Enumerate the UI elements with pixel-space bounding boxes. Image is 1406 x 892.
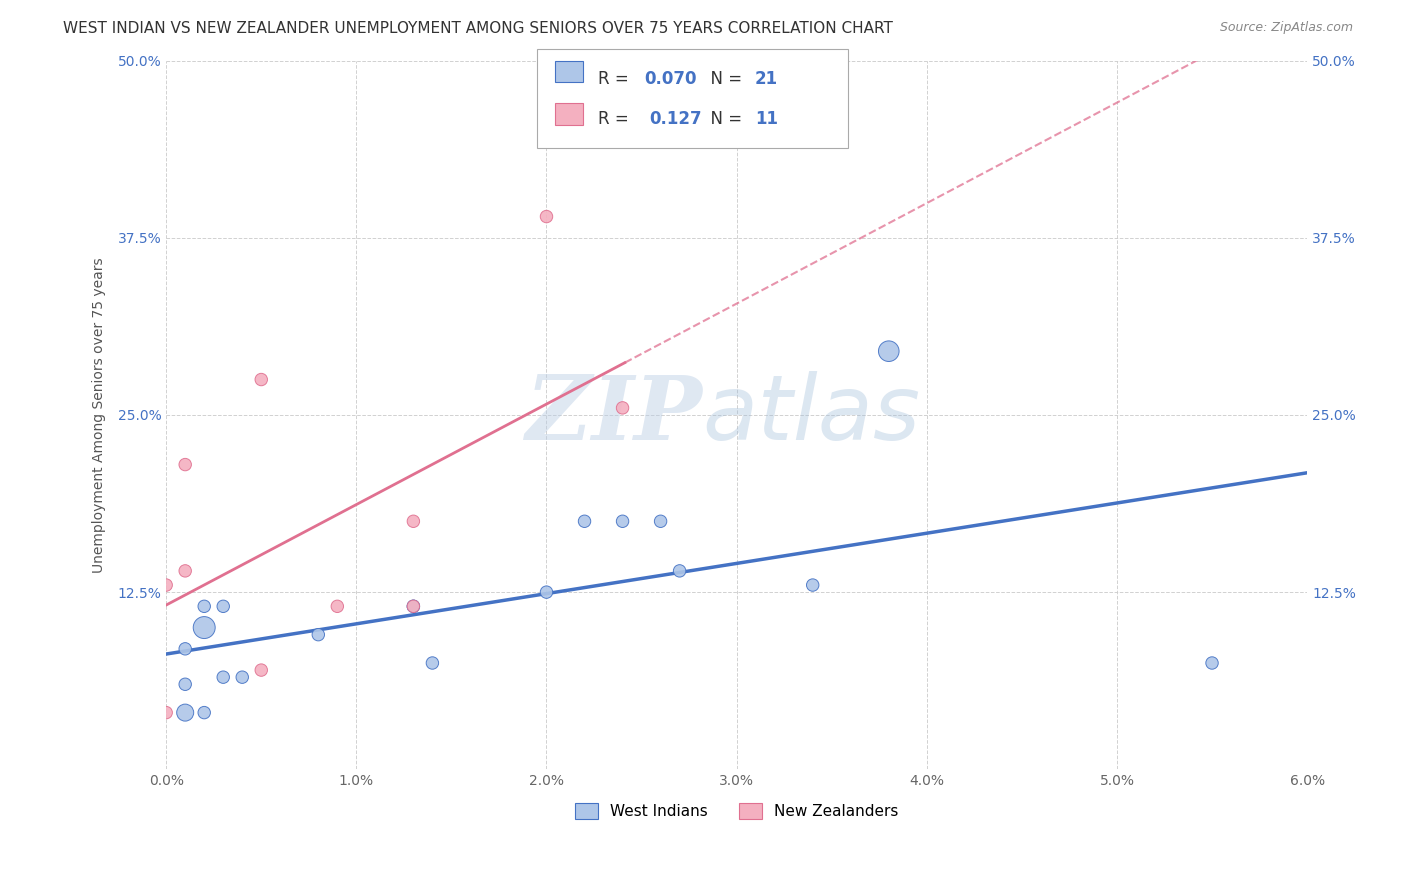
Text: ZIP: ZIP xyxy=(526,372,703,458)
Text: 21: 21 xyxy=(755,70,778,87)
Point xyxy=(402,599,425,614)
Text: R =: R = xyxy=(598,70,634,87)
Point xyxy=(326,599,349,614)
Point xyxy=(155,578,177,592)
Point xyxy=(193,599,215,614)
Point xyxy=(574,514,596,528)
Point xyxy=(650,514,672,528)
Point xyxy=(250,372,273,386)
Point xyxy=(174,458,197,472)
Point xyxy=(801,578,824,592)
Point xyxy=(174,641,197,656)
Y-axis label: Unemployment Among Seniors over 75 years: Unemployment Among Seniors over 75 years xyxy=(93,257,107,573)
Point xyxy=(536,210,558,224)
Point xyxy=(212,670,235,684)
Point xyxy=(402,514,425,528)
Point xyxy=(877,344,900,359)
Point xyxy=(422,656,444,670)
Point xyxy=(231,670,253,684)
Point xyxy=(174,564,197,578)
Point xyxy=(193,621,215,635)
Point xyxy=(174,677,197,691)
Point xyxy=(402,599,425,614)
Text: atlas: atlas xyxy=(703,371,921,459)
Text: 0.127: 0.127 xyxy=(650,110,702,128)
Point xyxy=(155,706,177,720)
Point xyxy=(612,401,634,415)
Text: 0.070: 0.070 xyxy=(644,70,696,87)
Point xyxy=(402,599,425,614)
Text: 11: 11 xyxy=(755,110,778,128)
Legend: West Indians, New Zealanders: West Indians, New Zealanders xyxy=(569,797,904,825)
Point xyxy=(668,564,690,578)
Point xyxy=(612,514,634,528)
Point xyxy=(250,663,273,677)
Text: WEST INDIAN VS NEW ZEALANDER UNEMPLOYMENT AMONG SENIORS OVER 75 YEARS CORRELATIO: WEST INDIAN VS NEW ZEALANDER UNEMPLOYMEN… xyxy=(63,21,893,37)
Point xyxy=(193,706,215,720)
Text: R =: R = xyxy=(598,110,638,128)
Point xyxy=(174,706,197,720)
Text: N =: N = xyxy=(700,70,748,87)
Point xyxy=(212,599,235,614)
Text: Source: ZipAtlas.com: Source: ZipAtlas.com xyxy=(1219,21,1353,35)
Point xyxy=(536,585,558,599)
Point xyxy=(307,627,329,641)
Point xyxy=(1201,656,1223,670)
Text: N =: N = xyxy=(700,110,748,128)
